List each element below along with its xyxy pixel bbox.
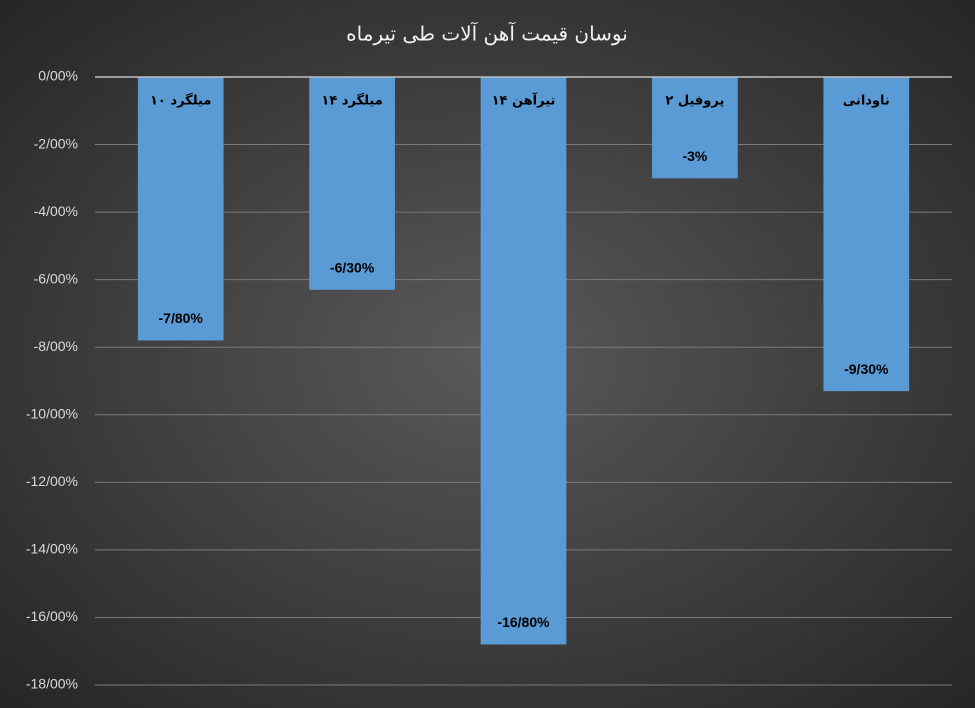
- bar: [480, 77, 567, 645]
- y-tick-label: -8/00%: [34, 338, 78, 354]
- y-tick-label: 0/00%: [38, 68, 78, 84]
- y-tick-label: -10/00%: [26, 405, 78, 421]
- bar: [137, 77, 224, 341]
- y-tick-label: -2/00%: [34, 135, 78, 151]
- bar: [309, 77, 395, 290]
- y-tick-label: -14/00%: [26, 541, 78, 557]
- category-label: پروفیل ۲: [665, 94, 724, 109]
- y-tick-label: -6/00%: [34, 270, 78, 286]
- value-label: -9/30%: [844, 361, 889, 377]
- value-label: -16/80%: [497, 614, 550, 630]
- y-tick-label: -4/00%: [34, 203, 78, 219]
- category-label: میلگرد ۱۴: [321, 93, 382, 109]
- y-tick-label: -18/00%: [26, 676, 78, 692]
- value-label: -6/30%: [330, 260, 375, 276]
- category-label: تیرآهن ۱۴: [492, 92, 556, 109]
- value-label: -3%: [682, 148, 707, 164]
- category-label: ناودانی: [843, 94, 890, 109]
- chart-title: نوسان قیمت آهن آلات طی تیرماه: [346, 21, 628, 46]
- bar: [823, 77, 910, 392]
- value-label: -7/80%: [159, 310, 204, 326]
- bar: [652, 77, 738, 179]
- category-label: میلگرد ۱۰: [150, 93, 211, 109]
- y-tick-label: -12/00%: [26, 473, 78, 489]
- y-tick-label: -16/00%: [26, 608, 78, 624]
